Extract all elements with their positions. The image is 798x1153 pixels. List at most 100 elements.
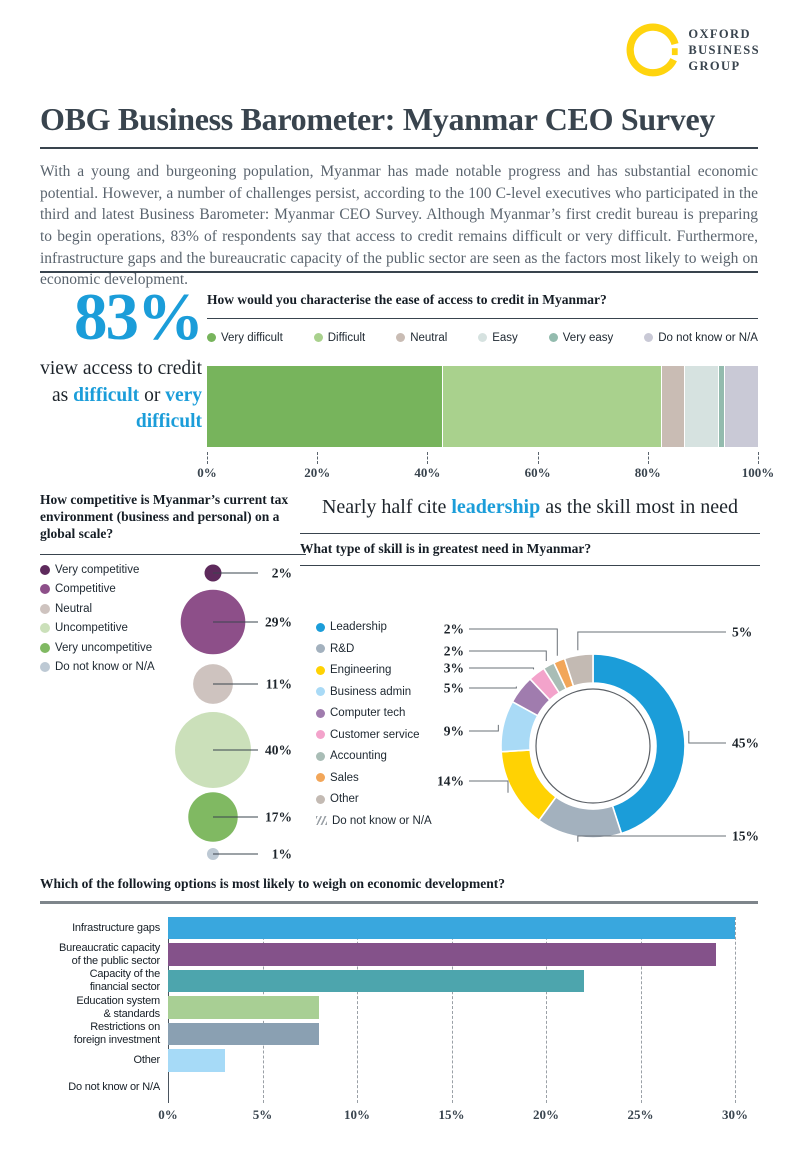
bubble-value-label: 1% [272,847,292,862]
legend-label: Neutral [55,602,93,615]
hbar-education-system-standards [168,996,320,1019]
donut-value-label: 45% [732,736,759,751]
bar-row-restrictions-on-foreign-investment: Restrictions on foreign investment [40,1021,758,1047]
legend-item-business-admin: Business admin [316,686,432,698]
logo-line: OXFORD [688,27,751,41]
tick-label: 30% [722,1106,748,1122]
legend-label: Business admin [330,685,412,698]
obg-logo: OXFORD BUSINESS GROUP [625,22,760,78]
tick-label: 60% [524,464,551,480]
bar-row-bureaucratic-capacity-of-the-public-sector: Bureaucratic capacity of the public sect… [40,942,758,967]
donut-value-label: 5% [444,681,464,696]
bar-track [168,1022,735,1046]
leader-line [469,724,499,732]
bar-segment-difficult [441,365,662,447]
legend-swatch-icon [316,665,325,675]
legend-item-do-not-know-or-n-a: Do not know or N/A [316,815,432,827]
legend-swatch-icon [396,333,406,343]
bar-chart-area: Infrastructure gaps Bureaucratic capacity… [40,916,758,1132]
tick-label: 0% [158,1106,178,1122]
bar-track [168,1076,735,1099]
legend-label: Leadership [330,621,387,633]
hbar-bureaucratic-capacity-of-the-public-sector [168,943,717,966]
legend-label: Sales [330,771,359,784]
tick-label: 10% [343,1106,370,1122]
skills-headline: Nearly half cite leadership as the skill… [315,494,745,521]
legend-label: Very difficult [221,331,283,344]
plain-text: view access to credit as [40,357,202,406]
legend-swatch-icon [548,333,558,343]
legend-item-accounting: Accounting [316,750,432,762]
hbar-restrictions-on-foreign-investment [168,1022,320,1046]
legend-item-engineering: Engineering [316,664,432,676]
tick-label: 100% [741,464,775,480]
legend-label: Very easy [562,331,614,344]
legend-swatch-icon [316,644,325,653]
stat-caption: view access to credit as difficult or ve… [36,356,202,437]
legend-swatch-icon [207,333,216,343]
legend-swatch-icon [316,794,325,804]
gridline [451,916,453,1103]
legend-label: Do not know or N/A [332,814,432,827]
bar-segment-neutral [661,365,685,447]
legend-label: Competitive [55,583,116,596]
bar-track [168,996,735,1019]
obg-ring-icon [626,23,679,77]
donut-value-label: 2% [444,622,464,637]
legend-item-r-d: R&D [316,643,432,655]
bar-segment-do-not-know-or-n-a [724,365,758,447]
donut-value-label: 15% [732,829,759,844]
legend-item-difficult: Difficult [313,332,365,344]
plain-text: as the skill most in need [540,496,739,518]
donut-segment-leadership [592,653,686,835]
legend-item-very-difficult: Very difficult [207,332,283,344]
bubble-value-label: 2% [272,566,292,581]
legend-item-very-easy: Very easy [548,331,614,344]
legend-item-customer-service: Customer service [316,729,432,741]
bubble-plot: 2% 29% 11% 40% 17% 1% [175,564,292,862]
page-title: OBG Business Barometer: Myanmar CEO Surv… [40,101,758,149]
donut-value-label: 3% [444,661,464,676]
bar-row-do-not-know-or-n-a: Do not know or N/A [40,1076,758,1099]
hbar-capacity-of-the-financial-sector [168,969,584,993]
tax-legend: Very competitive Competitive Neutral Uncomp… [40,564,306,673]
legend-swatch-icon [316,708,325,718]
hbar-infrastructure-gaps [168,916,735,940]
bar-category-label: Restrictions on foreign investment [73,1021,160,1047]
legend-item-computer-tech: Computer tech [316,707,432,719]
bubble-value-label: 40% [265,743,292,758]
donut-inner-ring [535,688,651,804]
bar-track [168,969,735,993]
legend-label: Other [330,793,359,805]
leader-line [577,835,726,842]
legend-label: Neutral [410,331,448,344]
bar-segment-very-easy [717,365,725,447]
obg-logo-text: OXFORD BUSINESS GROUP [688,26,760,74]
legend-item-other: Other [316,793,432,805]
legend-swatch-icon [40,623,50,634]
legend-item-uncompetitive: Uncompetitive [40,622,306,634]
bar-row-education-system-standards: Education system & standards [40,995,758,1020]
chart-title: Which of the following options is most l… [40,876,758,904]
bar-segment-very-difficult [207,365,442,447]
gridline [546,916,547,1103]
accent-text: very difficult [135,384,202,433]
legend-label: Customer service [330,728,420,741]
legend-item-do-not-know-or-n-a: Do not know or N/A [40,661,306,673]
divider [300,564,760,566]
tick-mark [758,451,759,464]
stat-value: 83% [74,280,204,354]
bar-category-label: Capacity of the financial sector [89,968,161,994]
legend-swatch-icon [316,816,327,825]
legend-swatch-icon [40,603,50,614]
legend-swatch-icon [40,584,50,595]
tick-label: 0% [197,464,217,480]
legend-swatch-icon [313,333,323,343]
bar-category-label: Do not know or N/A [68,1080,160,1093]
legend-item-easy: Easy [478,332,518,344]
gridline [357,916,358,1103]
bar-row-infrastructure-gaps: Infrastructure gaps [40,916,758,940]
leader-line [469,628,558,656]
bar-segment-easy [684,365,718,447]
leader-line [469,780,509,793]
